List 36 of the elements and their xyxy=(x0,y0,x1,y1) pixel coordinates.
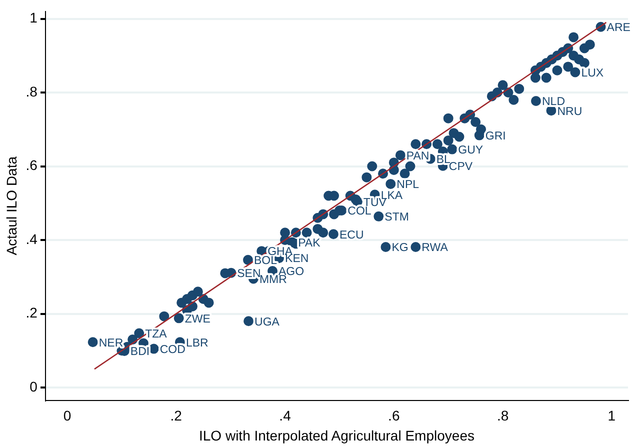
data-label: SEN xyxy=(237,268,261,280)
data-label: KG xyxy=(392,242,408,254)
data-label: COL xyxy=(348,206,372,218)
data-label: CPV xyxy=(448,161,473,174)
data-label: LUX xyxy=(581,67,604,80)
data-label: UGA xyxy=(254,316,280,328)
data-label: STM xyxy=(384,212,409,224)
y-tick-label: .2 xyxy=(26,304,38,321)
x-tick-label: .8 xyxy=(496,408,509,424)
x-tick-label: .6 xyxy=(388,408,400,424)
data-label: BOL xyxy=(254,255,278,268)
x-tick-label: .4 xyxy=(279,408,292,424)
x-tick-label: 0 xyxy=(63,408,72,424)
data-label: NPL xyxy=(396,179,420,192)
data-label: GRI xyxy=(485,130,506,142)
data-label: ARE xyxy=(606,22,631,34)
y-tick-label: 1 xyxy=(30,10,38,26)
y-tick-label: 0 xyxy=(30,378,38,394)
data-label: NRU xyxy=(557,106,582,118)
y-tick-label: .4 xyxy=(26,230,38,247)
data-label: NER xyxy=(98,337,124,350)
data-label: COD xyxy=(160,344,186,356)
data-label: GUY xyxy=(458,144,484,156)
y-axis-title: Actaul ILO Data xyxy=(3,156,20,256)
y-tick-label: .8 xyxy=(26,83,38,100)
x-tick-label: 1 xyxy=(608,408,616,424)
data-label: BDI xyxy=(130,346,150,358)
data-label: RWA xyxy=(422,242,448,254)
data-label: LBR xyxy=(186,337,208,350)
x-axis-title: ILO with Interpolated Agricultural Employees xyxy=(198,427,474,444)
data-label: ECU xyxy=(339,229,364,242)
data-label: TZA xyxy=(145,328,168,340)
y-tick-label: .6 xyxy=(26,157,38,174)
x-tick-label: .2 xyxy=(170,408,182,424)
data-label: ZWE xyxy=(184,313,211,326)
data-label: NLD xyxy=(542,96,566,108)
